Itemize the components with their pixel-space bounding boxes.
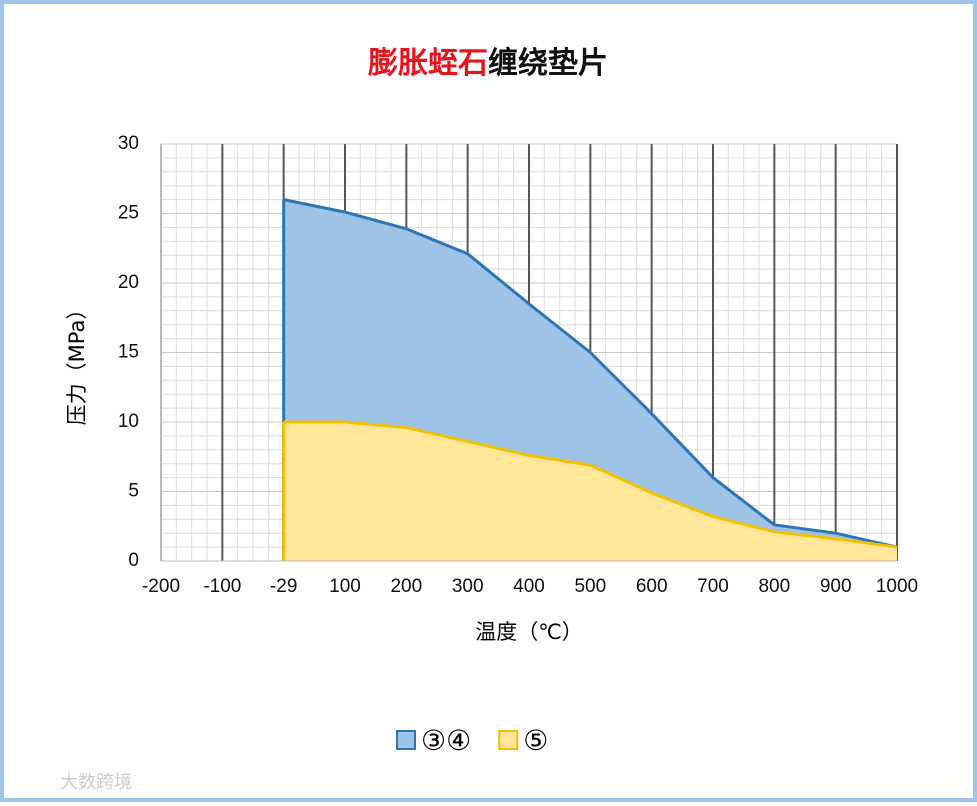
y-tick-label: 15 [118,342,139,363]
legend-swatch [498,730,519,750]
x-tick-label: 700 [697,576,729,597]
x-tick-label: 300 [452,576,484,597]
area [283,422,898,561]
x-tick-label: 500 [574,576,606,597]
x-tick-label: 200 [390,576,422,597]
x-tick-label: 1000 [876,576,918,597]
watermark: 大数跨境 [60,772,132,793]
legend-label: ⑤ [523,724,548,757]
title-part: 膨胀蛭石 [368,46,488,81]
y-tick-label: 30 [118,133,139,154]
y-tick-label: 5 [128,481,139,502]
x-axis-label: 温度（℃） [475,620,583,644]
y-tick-label: 20 [118,272,139,293]
y-axis-label: 压力（MPa） [65,299,89,426]
line [283,420,898,549]
x-tick-label: 100 [329,576,361,597]
x-tick-label: 600 [636,576,668,597]
y-tick-label: 25 [118,203,139,224]
title-part: 缠绕垫片 [488,46,608,81]
legend-swatch [396,730,416,750]
y-tick-label: 10 [118,411,139,432]
x-tick-label: 800 [758,576,790,597]
x-tick-label: 400 [513,576,545,597]
x-tick-label: 900 [820,576,852,597]
chart-title: 膨胀蛭石缠绕垫片 [368,46,608,81]
x-tick-label: -100 [203,576,241,597]
x-tick-label: -200 [142,576,180,597]
x-tick-label: -29 [270,576,297,597]
line [283,198,898,549]
legend-label: ③④ [421,724,471,757]
y-tick-label: 0 [128,550,139,571]
